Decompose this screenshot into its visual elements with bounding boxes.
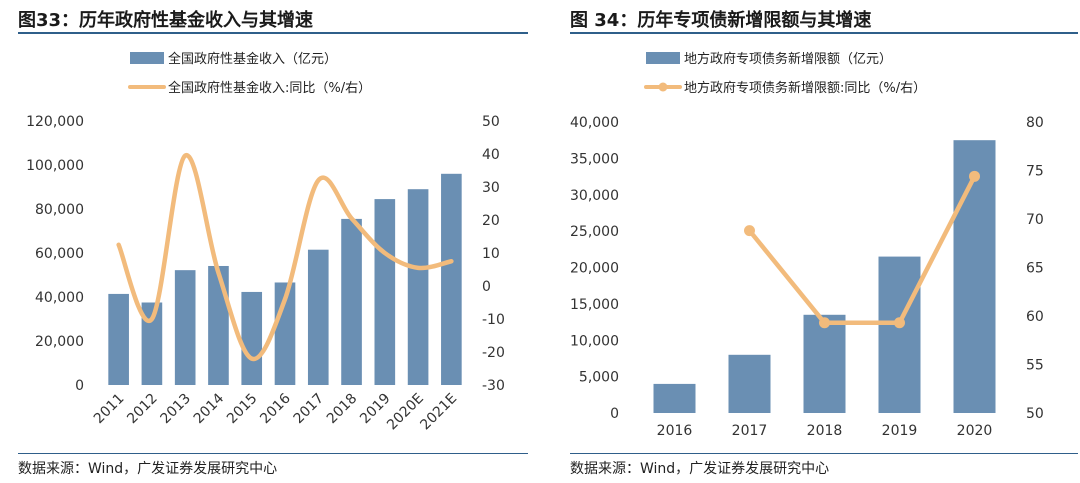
source-note: 数据来源：Wind，广发证券发展研究中心	[570, 461, 830, 477]
x-tick-label: 2020	[957, 423, 993, 439]
bar	[108, 293, 129, 385]
bar	[208, 265, 229, 385]
chart-title: 图 34：历年专项债新增限额与其增速	[570, 10, 872, 31]
y-tick-label-left: 35,000	[570, 151, 619, 167]
y-tick-label-right: 40	[482, 147, 500, 163]
series-line	[747, 174, 977, 326]
bar	[803, 314, 846, 413]
line-point	[894, 317, 905, 329]
legend-item-bar: 地方政府专项债务新增限额（亿元）	[646, 51, 892, 67]
x-tick-label: 2015	[224, 391, 261, 428]
legend-label: 全国政府性基金收入:同比（%/右）	[168, 80, 371, 96]
chart-title: 图33：历年政府性基金收入与其增速	[18, 10, 314, 31]
x-tick-label: 2021E	[417, 391, 460, 434]
y-tick-label-left: 60,000	[35, 246, 84, 262]
title-rule	[570, 32, 1078, 34]
legend-item-line: 全国政府性基金收入:同比（%/右）	[128, 80, 371, 96]
bottom-rule	[570, 453, 1078, 454]
y-tick-label-right: 55	[1026, 358, 1044, 374]
y-tick-label-left: 100,000	[26, 158, 84, 174]
bar	[307, 249, 329, 385]
y-tick-label-right: 50	[482, 114, 500, 130]
x-tick-label: 2013	[157, 391, 194, 428]
bar	[141, 302, 163, 385]
series-line	[116, 153, 454, 361]
x-tick-label: 2018	[807, 423, 843, 439]
y-tick-label-right: 30	[482, 180, 500, 196]
chart-panel-right: 图 34：历年专项债新增限额与其增速 地方政府专项债务新增限额（亿元） 地方政府专…	[552, 0, 1080, 483]
bottom-rule	[18, 453, 528, 454]
y-tick-label-left: 5,000	[579, 370, 619, 386]
y-tick-label-left: 10,000	[570, 333, 619, 349]
x-tick-label: 2016	[657, 423, 693, 439]
bar	[341, 218, 362, 385]
bar	[374, 199, 396, 385]
y-tick-label-left: 120,000	[26, 114, 84, 130]
bar	[174, 270, 196, 385]
source-note: 数据来源：Wind，广发证券发展研究中心	[18, 461, 278, 477]
title-rule	[18, 32, 528, 34]
y-tick-label-right: 60	[1026, 309, 1044, 325]
x-tick-label: 2019	[882, 423, 918, 439]
bar	[653, 383, 696, 413]
legend-swatch-bar	[646, 52, 680, 64]
y-tick-label-left: 0	[75, 378, 84, 394]
y-tick-label-left: 20,000	[35, 334, 84, 350]
y-tick-label-right: 20	[482, 213, 500, 229]
x-tick-label: 2014	[191, 390, 228, 427]
x-tick-label: 2011	[91, 391, 128, 428]
chart-svg: 全国政府性基金收入（亿元） 全国政府性基金收入:同比（%/右） 0 20,000 40,…	[26, 51, 505, 434]
legend-item-bar: 全国政府性基金收入（亿元）	[130, 51, 337, 67]
y-tick-label-right: 70	[1026, 212, 1044, 228]
x-tick-label: 2012	[124, 391, 161, 428]
bar	[953, 140, 996, 413]
bar	[241, 291, 263, 385]
legend-label: 地方政府专项债务新增限额:同比（%/右）	[684, 80, 926, 96]
y-tick-label-right: 80	[1026, 115, 1044, 131]
chart-panel-left: 图33：历年政府性基金收入与其增速 全国政府性基金收入（亿元） 全国政府性基金收入…	[0, 0, 530, 483]
legend-label: 全国政府性基金收入（亿元）	[168, 51, 337, 67]
y-tick-label-right: -30	[482, 378, 505, 394]
y-tick-label-right: 50	[1026, 406, 1044, 422]
y-tick-label-right: 10	[482, 246, 500, 262]
line-point	[744, 225, 755, 237]
y-tick-label-left: 20,000	[570, 261, 619, 277]
x-tick-label: 2017	[732, 423, 768, 439]
y-tick-label-right: -20	[482, 345, 505, 361]
x-tick-label: 2020E	[384, 391, 427, 434]
legend-marker	[658, 82, 668, 92]
line-point	[819, 317, 830, 329]
x-tick-label: 2016	[257, 390, 294, 427]
legend-label: 地方政府专项债务新增限额（亿元）	[684, 51, 892, 67]
y-tick-label-right: 0	[482, 279, 491, 295]
legend-swatch-bar	[130, 52, 164, 64]
legend-item-line: 地方政府专项债务新增限额:同比（%/右）	[644, 80, 926, 96]
y-tick-label-left: 40,000	[570, 115, 619, 131]
bar	[407, 189, 429, 385]
y-tick-label-left: 25,000	[570, 224, 619, 240]
y-tick-label-left: 15,000	[570, 297, 619, 313]
bar	[441, 173, 462, 385]
y-tick-label-left: 40,000	[35, 290, 84, 306]
y-tick-label-right: -10	[482, 312, 505, 328]
y-tick-label-left: 0	[610, 406, 619, 422]
x-tick-label: 2017	[291, 391, 328, 428]
bar	[728, 354, 771, 413]
y-tick-label-left: 80,000	[35, 202, 84, 218]
y-tick-label-right: 65	[1026, 261, 1044, 277]
y-tick-label-left: 30,000	[570, 188, 619, 204]
y-tick-label-right: 75	[1026, 164, 1044, 180]
line-point	[969, 170, 980, 182]
x-tick-label: 2018	[324, 391, 361, 428]
chart-svg: 地方政府专项债务新增限额（亿元） 地方政府专项债务新增限额:同比（%/右） 0 5,0…	[570, 51, 1044, 439]
bar	[878, 256, 921, 413]
